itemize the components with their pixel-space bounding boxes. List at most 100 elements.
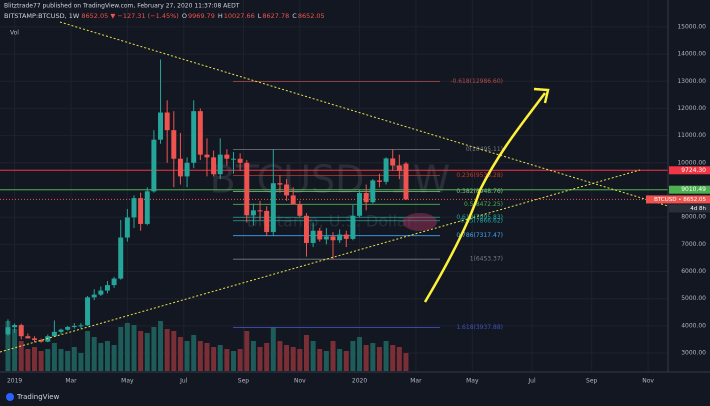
candle-body — [204, 154, 210, 158]
candle-body — [91, 294, 97, 298]
candle-body — [5, 327, 11, 335]
x-tick-label: Mar — [410, 378, 422, 385]
volume-bar — [38, 351, 44, 371]
last-price-label: BTCUSD • 8652.05 — [654, 197, 706, 203]
candle-body — [244, 162, 250, 216]
candle-body — [51, 331, 57, 337]
watermark: BTCUSD, 1W — [210, 158, 451, 202]
candle-body — [231, 158, 236, 160]
change: ▼ −127.31 (−1.45%) — [110, 12, 179, 20]
x-tick-label: 2019 — [7, 378, 22, 385]
volume-bar — [390, 345, 396, 371]
volume-bar — [197, 341, 203, 371]
ohlc-value: 8627.78 — [262, 12, 289, 20]
candle-body — [310, 230, 316, 243]
volume-bar — [224, 349, 230, 371]
x-tick-label: Nov — [642, 378, 654, 385]
y-tick-label: 13000.00 — [677, 78, 706, 85]
y-tick-label: 6000.00 — [681, 268, 706, 275]
volume-bar — [18, 341, 24, 371]
price-tag-label: 9724.30 — [681, 167, 706, 174]
volume-bar — [25, 349, 31, 371]
candle-body — [32, 338, 37, 341]
candle-body — [104, 285, 110, 291]
arrow-head — [533, 87, 550, 104]
volume-bar — [171, 331, 177, 371]
volume-bar — [58, 349, 64, 371]
volume-bar — [237, 349, 243, 371]
candle-body — [370, 180, 376, 203]
volume-bar — [91, 337, 97, 371]
candle-body — [184, 162, 190, 177]
y-tick-label: 10000.00 — [677, 159, 706, 166]
volume-bar — [217, 345, 223, 371]
volume-bar — [257, 347, 263, 371]
volume-bar — [376, 347, 382, 371]
highlight — [403, 213, 437, 231]
volume-bar — [370, 343, 376, 371]
x-tick-label: Mar — [65, 378, 77, 385]
x-tick-label: Jul — [179, 378, 188, 385]
candle-body — [350, 215, 356, 239]
candle-body — [303, 215, 309, 243]
candle-body — [277, 183, 283, 185]
candle-body — [403, 163, 409, 200]
y-tick-label: 3000.00 — [681, 350, 706, 357]
y-tick-label: 8000.00 — [681, 214, 706, 221]
fib-label: 0.618(7995.83) — [456, 214, 503, 221]
volume-bar — [51, 343, 57, 371]
ohlc-letter: C — [292, 12, 297, 20]
trend-line — [0, 169, 641, 353]
volume-bar — [363, 345, 369, 371]
candle-body — [151, 139, 157, 192]
volume-bar — [111, 345, 117, 371]
price: 8652.05 — [81, 12, 108, 20]
candle-body — [25, 336, 31, 339]
volume-bar — [104, 341, 110, 371]
candle-body — [164, 112, 170, 131]
candle-body — [396, 165, 402, 171]
x-tick-label: Sep — [238, 378, 250, 385]
fib-label: 1(6453.37) — [470, 256, 503, 263]
volume-bar — [277, 341, 283, 371]
ohlc-letter: L — [258, 12, 262, 20]
candle-body — [124, 217, 130, 238]
candle-body — [264, 210, 270, 233]
candle-body — [118, 237, 124, 279]
volume-bar — [191, 335, 197, 371]
candle-body — [330, 236, 336, 241]
volume-bar — [85, 331, 91, 371]
volume-bar — [184, 341, 190, 371]
volume-bar — [383, 341, 389, 371]
volume-bar — [71, 347, 77, 371]
price-tag-label: 9010.49 — [681, 186, 706, 193]
volume-bar — [204, 343, 210, 371]
x-tick-label: Nov — [294, 378, 306, 385]
y-tick-label: 5000.00 — [681, 295, 706, 302]
footer: TradingView — [16, 393, 60, 401]
volume-bar — [250, 341, 256, 371]
fib-label: 0.65(7866.62) — [460, 217, 503, 224]
y-tick-label: 14000.00 — [677, 51, 706, 58]
symbol-line: BITSTAMP:BTCUSD, 1W 8652.05 ▼ −127.31 (−… — [4, 12, 325, 20]
countdown-tag — [669, 204, 710, 213]
volume-bar — [164, 329, 170, 371]
volume-bar — [98, 343, 104, 371]
volume-bar — [12, 329, 18, 371]
volume-bar — [337, 349, 343, 371]
candle-body — [284, 184, 290, 196]
volume-bar — [264, 343, 270, 371]
candle-body — [111, 278, 117, 286]
volume-bar — [151, 327, 157, 371]
volume-bar — [211, 347, 217, 371]
candle-body — [363, 192, 369, 203]
volume-bar — [138, 331, 144, 371]
volume-label: Vol — [10, 30, 19, 37]
candle-body — [18, 325, 24, 337]
x-tick-label: May — [466, 378, 479, 385]
candle-body — [85, 297, 91, 326]
volume-bar — [343, 351, 349, 371]
price-tag — [669, 185, 710, 194]
volume-bar — [118, 327, 124, 371]
